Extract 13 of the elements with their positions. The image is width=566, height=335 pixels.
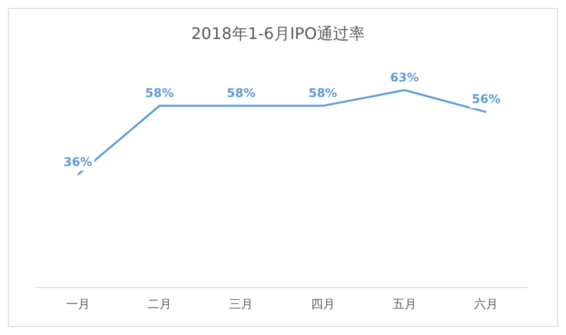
x-tick-label: 四月 xyxy=(310,296,335,311)
x-tick-label: 二月 xyxy=(148,296,172,311)
data-label: 36% xyxy=(63,154,92,169)
x-tick-label: 六月 xyxy=(474,296,498,311)
data-label: 58% xyxy=(145,86,174,100)
x-tick-label: 三月 xyxy=(229,296,254,311)
x-tick-label: 一月 xyxy=(66,296,90,311)
x-tick-label: 五月 xyxy=(392,296,416,311)
data-label: 63% xyxy=(390,70,419,84)
data-label: 58% xyxy=(226,86,256,100)
data-label: 58% xyxy=(308,86,338,100)
data-label: 56% xyxy=(472,92,501,106)
chart-title: 2018年1-6月IPO通过率 xyxy=(191,24,365,43)
